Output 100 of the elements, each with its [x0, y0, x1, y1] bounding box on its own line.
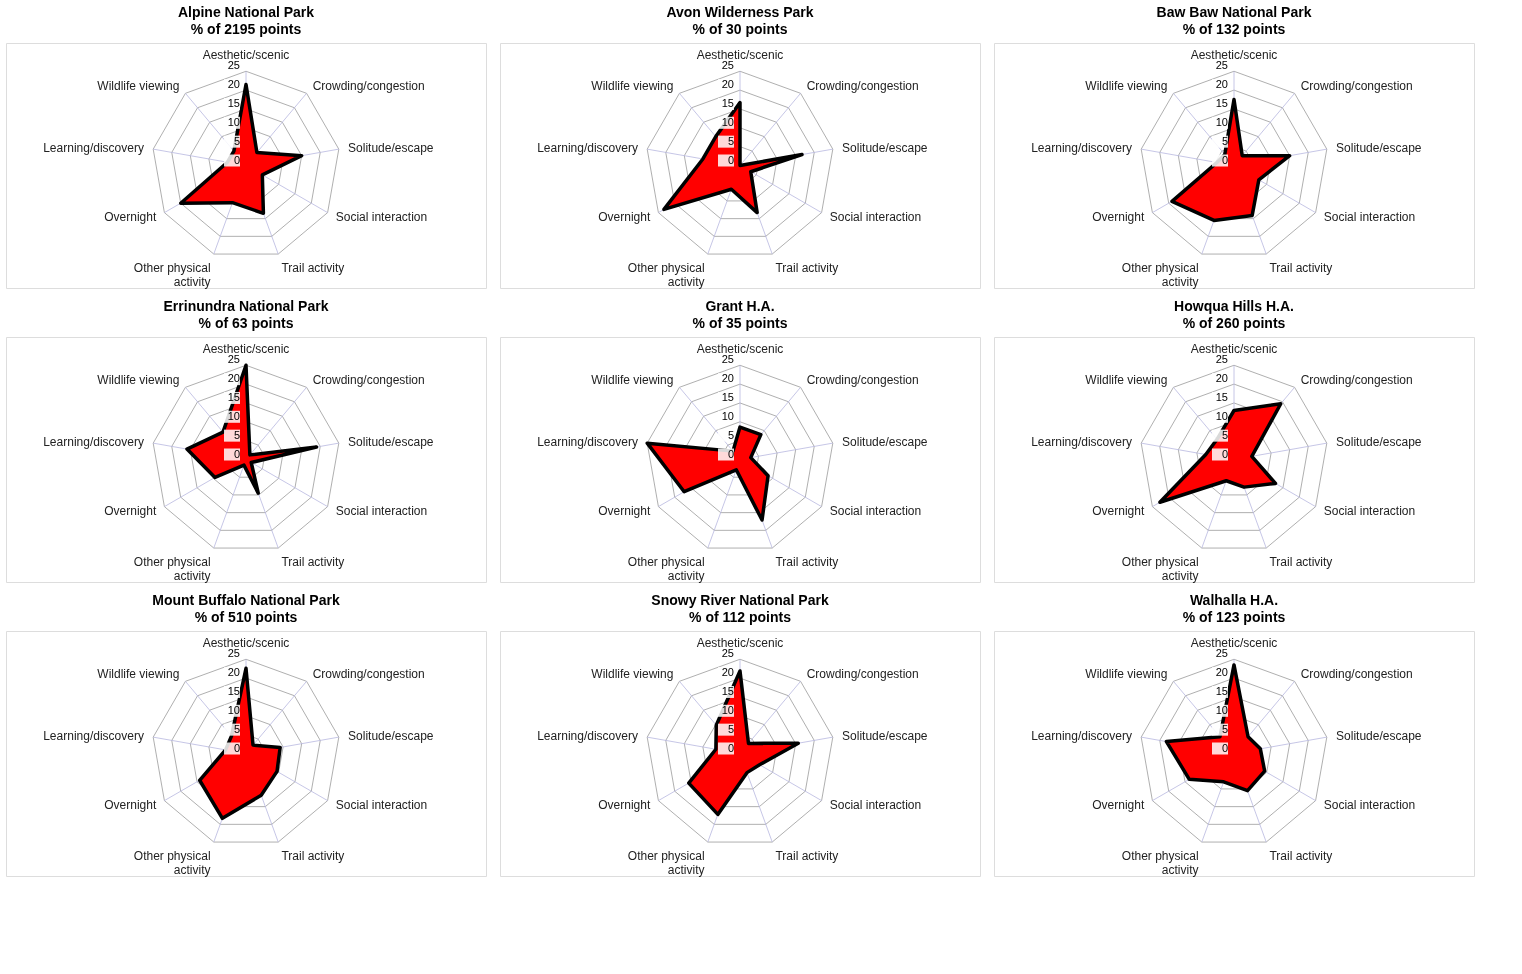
y-tick-label: 20 [1215, 78, 1228, 91]
y-tick-label: 0 [233, 153, 240, 166]
spoke-label: Trail activity [281, 848, 345, 863]
spoke-label: Social interaction [829, 504, 922, 519]
spoke-label: Wildlife viewing [591, 667, 674, 682]
spoke-label: Aesthetic/scenic [202, 635, 290, 650]
y-tick-label: 5 [1221, 428, 1228, 441]
spoke-label: Overnight [598, 798, 651, 813]
y-tick-label: 0 [727, 153, 734, 166]
spoke-label: Crowding/congestion [1300, 373, 1413, 388]
spoke-label: Wildlife viewing [97, 79, 180, 94]
spoke-label: Overnight [1092, 504, 1145, 519]
spoke-label: Overnight [1092, 210, 1145, 225]
spoke-label: Solitude/escape [842, 140, 928, 155]
y-tick-label: 15 [1215, 390, 1228, 403]
spoke-label: Crowding/congestion [312, 667, 425, 682]
chart-subtitle: % of 30 points [692, 21, 788, 37]
y-tick-label: 5 [233, 722, 240, 735]
y-tick-label: 0 [727, 447, 734, 460]
spoke-label: Aesthetic/scenic [202, 341, 290, 356]
y-tick-label: 25 [1215, 647, 1228, 660]
spoke-label: Crowding/congestion [1300, 79, 1413, 94]
chart-title: Howqua Hills H.A. [1174, 298, 1294, 314]
spoke-label: Overnight [104, 210, 157, 225]
spoke-label: Crowding/congestion [312, 79, 425, 94]
spoke-label: Social interaction [1323, 210, 1416, 225]
spoke-label: Overnight [598, 210, 651, 225]
y-tick-label: 10 [1215, 115, 1228, 128]
spoke-label: Wildlife viewing [1085, 667, 1168, 682]
y-tick-label: 0 [233, 741, 240, 754]
spoke-label: Other physical activity [1121, 260, 1199, 289]
spoke-label: Solitude/escape [1336, 140, 1422, 155]
y-tick-label: 25 [721, 647, 734, 660]
chart-subtitle: % of 260 points [1182, 315, 1286, 331]
y-tick-label: 25 [721, 353, 734, 366]
y-tick-label: 10 [721, 703, 734, 716]
chart-title: Grant H.A. [705, 298, 775, 314]
y-tick-label: 20 [227, 372, 240, 385]
chart-subtitle: % of 112 points [689, 609, 792, 625]
y-tick-label: 5 [1221, 722, 1228, 735]
spoke-label: Trail activity [1269, 554, 1333, 569]
spoke-label: Trail activity [1269, 848, 1333, 863]
spoke-label: Aesthetic/scenic [1190, 341, 1278, 356]
spoke-label: Learning/discovery [43, 434, 144, 449]
y-tick-label: 25 [227, 59, 240, 72]
spoke-label: Crowding/congestion [1300, 667, 1413, 682]
y-tick-label: 20 [1215, 372, 1228, 385]
spoke-label: Aesthetic/scenic [696, 47, 784, 62]
spoke-label: Solitude/escape [348, 434, 434, 449]
spoke-label: Trail activity [775, 848, 839, 863]
spoke-label: Learning/discovery [43, 140, 144, 155]
chart-title: Walhalla H.A. [1189, 592, 1279, 608]
spoke-label: Overnight [104, 798, 157, 813]
y-tick-label: 25 [721, 59, 734, 72]
spoke-label: Social interaction [335, 504, 428, 519]
spoke-label: Social interaction [829, 210, 922, 225]
chart-subtitle: % of 2195 points [190, 21, 302, 37]
y-tick-label: 5 [1221, 134, 1228, 147]
chart-title: Errinundra National Park [163, 298, 329, 314]
y-tick-label: 20 [227, 78, 240, 91]
y-tick-label: 0 [727, 741, 734, 754]
spoke-label: Learning/discovery [537, 140, 638, 155]
spoke-label: Social interaction [335, 210, 428, 225]
chart-title: Avon Wilderness Park [666, 4, 814, 20]
spoke-label: Overnight [1092, 798, 1145, 813]
spoke-label: Other physical activity [133, 260, 211, 289]
spoke-label: Social interaction [829, 798, 922, 813]
spoke-label: Solitude/escape [1336, 728, 1422, 743]
spoke-label: Solitude/escape [348, 728, 434, 743]
spoke-label: Solitude/escape [842, 434, 928, 449]
spoke-label: Other physical activity [133, 848, 211, 877]
spoke-label: Trail activity [281, 260, 345, 275]
y-tick-label: 20 [721, 372, 734, 385]
spoke-label: Wildlife viewing [591, 79, 674, 94]
spoke-label: Wildlife viewing [1085, 79, 1168, 94]
y-tick-label: 10 [1215, 409, 1228, 422]
y-tick-label: 5 [727, 134, 734, 147]
spoke-label: Aesthetic/scenic [696, 635, 784, 650]
spoke-label: Learning/discovery [537, 434, 638, 449]
chart-subtitle: % of 63 points [198, 315, 294, 331]
spoke-label: Aesthetic/scenic [1190, 635, 1278, 650]
y-tick-label: 15 [721, 390, 734, 403]
chart-subtitle: % of 132 points [1182, 21, 1286, 37]
y-tick-label: 5 [233, 428, 240, 441]
y-tick-label: 5 [233, 134, 240, 147]
y-tick-label: 25 [1215, 59, 1228, 72]
y-tick-label: 15 [721, 684, 734, 697]
spoke-label: Crowding/congestion [806, 667, 919, 682]
spoke-label: Solitude/escape [348, 140, 434, 155]
spoke-label: Crowding/congestion [806, 373, 919, 388]
y-tick-label: 20 [227, 666, 240, 679]
y-tick-label: 10 [1215, 703, 1228, 716]
y-tick-label: 20 [721, 78, 734, 91]
spoke-label: Trail activity [775, 554, 839, 569]
spoke-label: Other physical activity [1121, 848, 1199, 877]
chart-title: Alpine National Park [177, 4, 315, 20]
y-tick-label: 0 [233, 447, 240, 460]
y-tick-label: 10 [227, 409, 240, 422]
y-tick-label: 10 [227, 703, 240, 716]
y-tick-label: 10 [721, 409, 734, 422]
